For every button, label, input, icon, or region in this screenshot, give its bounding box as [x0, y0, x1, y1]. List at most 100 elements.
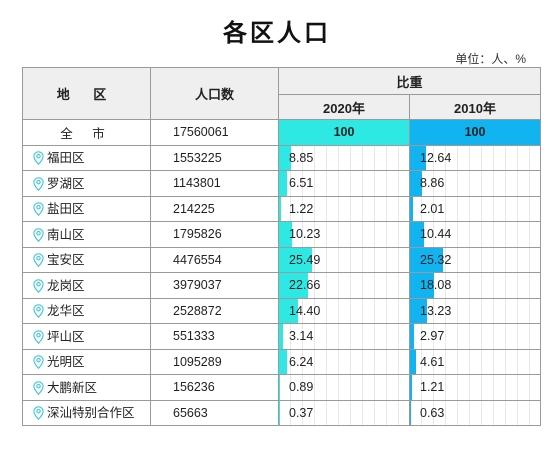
- share-2010-cell: 4.61: [408, 348, 542, 375]
- share-2020-cell: 14.40: [278, 297, 410, 324]
- total-share-2020-bar: [279, 120, 409, 145]
- share-2010-bar: [410, 222, 424, 247]
- population-cell: 3979037: [150, 272, 279, 299]
- region-name: 盐田区: [47, 202, 85, 217]
- share-2020-cell: 3.14: [278, 323, 410, 350]
- region-cell: 盐田区: [22, 195, 151, 222]
- share-2010-value: 10.44: [420, 227, 452, 241]
- share-2020-value: 0.89: [289, 380, 314, 394]
- share-2010-cell: 13.23: [408, 297, 542, 324]
- share-2020-cell: 6.24: [278, 348, 410, 375]
- share-2010-bar: [410, 375, 412, 400]
- total-row: 全 市 17560061 100 100: [22, 119, 542, 146]
- table-row: 福田区 1553225 8.85 12.64: [22, 144, 542, 171]
- share-2010-cell: 12.64: [408, 144, 542, 171]
- population-cell: 4476554: [150, 246, 279, 273]
- table-row: 光明区 1095289 6.24 4.61: [22, 348, 542, 375]
- region-cell: 罗湖区: [22, 170, 151, 197]
- location-pin-icon: [33, 151, 44, 168]
- share-2020-value: 1.22: [289, 201, 314, 216]
- table-row: 深汕特别合作区 65663 0.37 0.63: [22, 399, 542, 426]
- share-2010-bar: [410, 196, 413, 221]
- share-2010-bar: [410, 247, 443, 272]
- share-2010-bar: [410, 145, 427, 170]
- share-2010-bar: [410, 171, 422, 196]
- header-region: 地 区: [22, 67, 151, 120]
- share-2020-value: 0.37: [289, 405, 314, 420]
- table-row: 龙华区 2528872 14.40 13.23: [22, 297, 542, 324]
- location-pin-icon: [33, 406, 44, 423]
- region-name: 罗湖区: [47, 176, 85, 191]
- share-2020-cell: 10.23: [278, 221, 410, 248]
- share-2010-value: 4.61: [420, 354, 445, 369]
- region-cell: 福田区: [22, 144, 151, 171]
- share-2020-cell: 22.66: [278, 272, 410, 299]
- location-pin-icon: [33, 227, 44, 245]
- region-name: 坪山区: [47, 329, 85, 344]
- share-2020-bar: [279, 375, 281, 400]
- share-2010-value: 1.21: [420, 380, 445, 394]
- share-2020-value: 22.66: [289, 278, 321, 292]
- region-name: 宝安区: [47, 253, 85, 268]
- share-2010-cell: 18.08: [408, 272, 542, 299]
- table-row: 大鹏新区 156236 0.89 1.21: [22, 374, 542, 401]
- total-share-2010-value: 100: [464, 125, 486, 139]
- population-cell: 1095289: [150, 348, 279, 375]
- total-share-2020-value: 100: [333, 125, 355, 139]
- region-name: 福田区: [47, 151, 85, 166]
- share-2010-cell: 1.21: [408, 374, 542, 401]
- share-2010-value: 8.86: [420, 176, 445, 190]
- share-2010-value: 0.63: [420, 405, 445, 420]
- region-name: 光明区: [47, 355, 85, 370]
- population-cell: 214225: [150, 195, 279, 222]
- share-2020-value: 6.24: [289, 354, 314, 369]
- share-2010-bar: [410, 273, 434, 298]
- share-2020-bar: [279, 196, 281, 221]
- table-row: 盐田区 214225 1.22 2.01: [22, 195, 542, 222]
- page-title: 各区人口: [223, 20, 331, 47]
- location-pin-icon: [33, 304, 44, 321]
- share-2010-cell: 25.32: [408, 246, 542, 273]
- table-row: 宝安区 4476554 25.49 25.32: [22, 246, 542, 273]
- share-2010-value: 2.97: [420, 329, 445, 343]
- region-cell: 宝安区: [22, 246, 151, 273]
- location-pin-icon: [33, 355, 44, 372]
- population-cell: 65663: [150, 399, 279, 426]
- share-2020-bar: [279, 222, 293, 247]
- share-2020-bar: [279, 145, 291, 170]
- share-2020-value: 3.14: [289, 329, 314, 343]
- share-2010-value: 13.23: [420, 303, 452, 318]
- region-cell: 龙岗区: [22, 272, 151, 299]
- share-2010-bar: [410, 324, 414, 349]
- share-2020-bar: [279, 171, 288, 196]
- population-cell: 2528872: [150, 297, 279, 324]
- table-body: 全 市 17560061 100 100 福田区 1553225 8.85 12.64…: [22, 119, 542, 426]
- share-2020-cell: 0.37: [278, 399, 410, 426]
- share-2010-value: 18.08: [420, 278, 452, 292]
- share-2010-bar: [410, 298, 428, 323]
- share-2020-value: 8.85: [289, 150, 314, 165]
- population-table: 地 区 人口数 比重 2020年 2010年 全 市 17560061 100 …: [22, 67, 542, 426]
- share-2010-bar: [410, 400, 411, 425]
- region-name: 龙岗区: [47, 278, 85, 293]
- share-2020-value: 25.49: [289, 252, 321, 267]
- share-2010-cell: 2.01: [408, 195, 542, 222]
- location-pin-icon: [33, 202, 44, 219]
- header-share: 比重: [277, 67, 542, 95]
- share-2010-cell: 2.97: [408, 323, 542, 350]
- share-2020-bar: [279, 324, 284, 349]
- population-cell: 551333: [150, 323, 279, 350]
- region-name: 大鹏新区: [47, 380, 98, 395]
- region-cell: 大鹏新区: [22, 374, 151, 401]
- share-2020-cell: 1.22: [278, 195, 410, 222]
- population-cell: 156236: [150, 374, 279, 401]
- total-share-2010-bar: [410, 120, 540, 145]
- share-2010-cell: 10.44: [408, 221, 542, 248]
- unit-label: 单位：人、%: [455, 52, 526, 66]
- header-year-2020: 2020年: [278, 94, 410, 120]
- table-row: 罗湖区 1143801 6.51 8.86: [22, 170, 542, 197]
- total-share-2020-cell: 100: [278, 119, 410, 146]
- share-2020-bar: [279, 298, 298, 323]
- share-2010-value: 12.64: [420, 150, 452, 165]
- share-2010-value: 2.01: [420, 201, 445, 216]
